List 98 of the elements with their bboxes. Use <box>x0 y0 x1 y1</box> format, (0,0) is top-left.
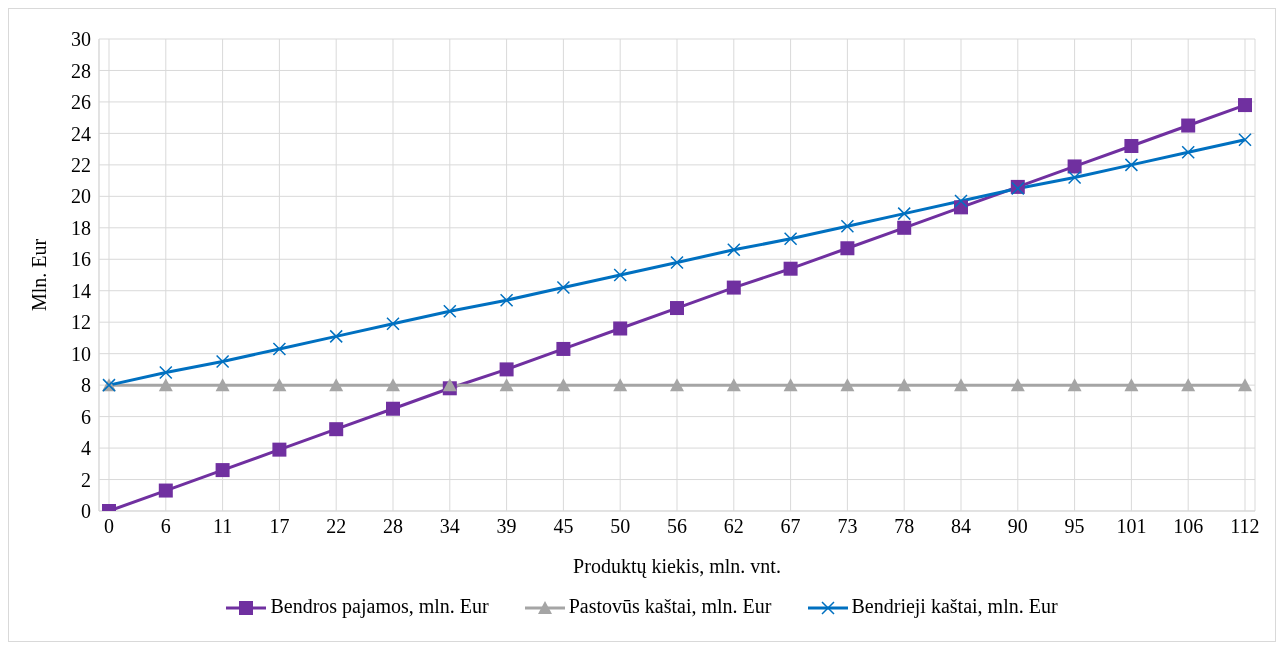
point <box>670 378 684 392</box>
point <box>499 378 514 392</box>
point <box>1067 159 1082 174</box>
point <box>783 261 798 276</box>
y-tick-label: 16 <box>71 248 91 271</box>
y-tick-label: 28 <box>71 59 91 82</box>
y-tick-label: 14 <box>71 279 91 302</box>
point <box>726 378 741 392</box>
point <box>727 243 741 257</box>
point <box>1238 132 1252 147</box>
x-tick-label: 112 <box>1230 515 1260 538</box>
x-tick-label: 67 <box>780 515 801 538</box>
point <box>215 378 230 392</box>
point <box>329 378 344 392</box>
x-tick-label: 106 <box>1173 515 1204 538</box>
point <box>556 378 571 392</box>
point <box>840 241 855 256</box>
point <box>1124 158 1139 172</box>
x-tick-label: 11 <box>212 515 233 538</box>
point <box>670 255 684 270</box>
point <box>386 401 400 416</box>
x-tick-label: 45 <box>553 515 574 538</box>
y-tick-label: 30 <box>71 28 91 51</box>
x-tick-label: 101 <box>1116 515 1147 538</box>
x-tick-label: 62 <box>723 515 744 538</box>
legend-label: Pastovūs kaštai, mln. Eur <box>567 595 772 618</box>
point <box>556 280 571 295</box>
x-tick-label: 90 <box>1007 515 1028 538</box>
point <box>158 483 173 498</box>
point <box>670 301 684 316</box>
point <box>897 378 912 392</box>
x-tick-label: 34 <box>439 515 460 538</box>
point <box>840 219 855 233</box>
point <box>386 317 400 331</box>
point <box>726 280 741 295</box>
x-tick-label: 56 <box>667 515 687 538</box>
point <box>897 206 911 221</box>
y-tick-label: 10 <box>71 342 91 365</box>
point <box>783 378 798 392</box>
point <box>159 365 173 380</box>
x-tick-label: 78 <box>894 515 915 538</box>
x-tick-label: 84 <box>951 515 971 538</box>
point <box>556 341 571 356</box>
point <box>1238 98 1252 113</box>
x-tick-label: 39 <box>496 515 517 538</box>
y-axis-title: Mln. Eur <box>28 238 51 312</box>
point <box>1010 378 1025 392</box>
y-tick-label: 2 <box>81 468 91 491</box>
y-tick-label: 0 <box>81 500 91 523</box>
point <box>613 321 628 336</box>
point <box>386 378 400 392</box>
x-tick-label: 17 <box>269 515 290 538</box>
point <box>1181 145 1195 160</box>
point <box>1067 378 1082 392</box>
point <box>954 194 968 208</box>
point <box>215 354 230 369</box>
point <box>1181 378 1196 392</box>
x-tick-label: 22 <box>326 515 347 538</box>
point <box>272 442 287 457</box>
point <box>329 422 344 437</box>
point <box>613 378 628 392</box>
point <box>329 329 343 344</box>
y-tick-label: 12 <box>71 311 91 334</box>
point <box>840 378 855 392</box>
x-tick-label: 0 <box>104 515 114 538</box>
y-tick-label: 26 <box>71 91 91 114</box>
y-tick-label: 8 <box>81 374 91 397</box>
point <box>613 268 627 282</box>
point <box>499 293 514 307</box>
point <box>1238 378 1252 392</box>
legend-label: Bendrieji kaštai, mln. Eur <box>850 595 1058 618</box>
point <box>443 304 457 318</box>
y-tick-label: 22 <box>71 153 91 176</box>
point <box>215 463 230 478</box>
x-tick-label: 28 <box>383 515 403 538</box>
x-tick-label: 73 <box>837 515 858 538</box>
point <box>272 342 287 356</box>
x-tick-label: 6 <box>160 515 171 538</box>
point <box>1067 170 1082 185</box>
point <box>954 378 968 392</box>
point <box>1124 138 1139 153</box>
point <box>499 362 514 377</box>
point <box>158 378 173 392</box>
y-tick-label: 6 <box>81 405 91 428</box>
x-tick-label: 50 <box>610 515 631 538</box>
point <box>897 220 912 235</box>
point <box>1181 118 1196 133</box>
point <box>1124 378 1139 392</box>
y-tick-label: 4 <box>81 437 91 460</box>
y-tick-label: 18 <box>71 216 91 239</box>
y-tick-label: 20 <box>71 185 91 208</box>
point <box>783 232 798 246</box>
x-axis-title: Produktų kiekis, mln. vnt. <box>573 555 781 578</box>
point <box>442 378 457 392</box>
x-tick-label: 95 <box>1064 515 1085 538</box>
y-tick-label: 24 <box>71 122 91 145</box>
legend-label: Bendros pajamos, mln. Eur <box>269 595 489 618</box>
point <box>272 378 287 392</box>
